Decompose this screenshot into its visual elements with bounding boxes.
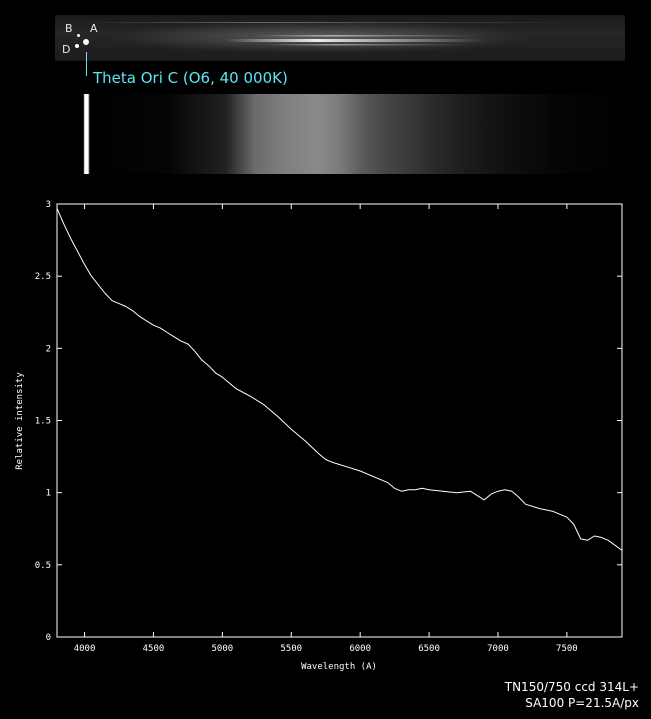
x-tick-label-4500: 4500 [143,644,165,654]
spectrum-trail-c [265,44,465,46]
synthetic-spectrum-strip [55,94,625,174]
x-tick-label-7500: 7500 [556,644,578,654]
star-label-b: B [65,22,73,35]
y-tick-label-5: 2.5 [35,272,51,282]
x-tick-label-6500: 6500 [418,644,440,654]
y-tick-label-6: 3 [46,200,51,210]
y-tick-label-3: 1.5 [35,417,51,427]
y-tick-label-0: 0 [46,633,51,643]
star-a-dot [83,39,89,45]
raw-spectrum-trails [75,21,595,53]
y-axis-label: Relative intensity [15,372,25,470]
y-axis-ticks: 0 0.5 1 1.5 2 2.5 3 [35,200,622,643]
star-b-dot [77,34,80,37]
y-tick-label-4: 2 [46,344,51,354]
x-tick-label-4000: 4000 [74,644,96,654]
raw-spectrum-image: B A D [55,15,625,61]
star-label-a: A [90,22,98,35]
x-axis-label: Wavelength (A) [301,662,377,672]
target-pointer-line [86,52,87,76]
x-tick-label-7000: 7000 [487,644,509,654]
spectrum-line-0 [56,208,623,551]
spectrum-trail-a [225,39,485,42]
x-axis-ticks: 4000 4500 5000 5500 6000 6500 7000 7500 [74,204,578,654]
y-tick-label-2: 1 [46,489,51,499]
x-tick-label-6000: 6000 [349,644,371,654]
spectrum-trail-b [255,35,475,37]
x-tick-label-5000: 5000 [212,644,234,654]
x-tick-label-5500: 5500 [280,644,302,654]
series-group [56,208,623,551]
plot-frame [56,203,623,638]
instrument-note-telescope: TN150/750 ccd 314L+ [504,680,639,694]
instrument-notes: TN150/750 ccd 314L+ SA100 P=21.5A/px [505,679,639,711]
star-label-d: D [62,43,71,56]
target-star-label: Theta Ori C (O6, 40 000K) [93,69,288,87]
spectrum-trail-top [75,22,595,23]
y-tick-label-1: 0.5 [35,561,51,571]
instrument-note-grating: SA100 P=21.5A/px [525,696,639,710]
star-d-dot [75,44,79,48]
